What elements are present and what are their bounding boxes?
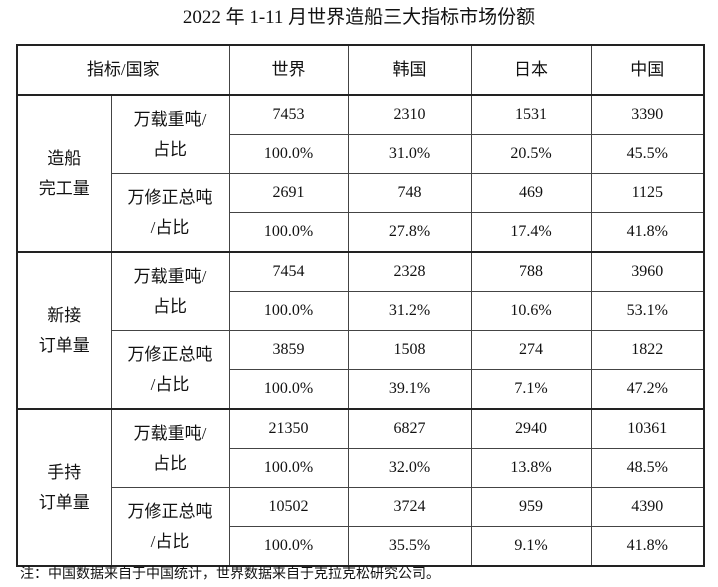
data-row: 手持 订单量 万载重吨/ 占比 21350 6827 2940 10361 — [16, 408, 705, 567]
value-cell: 274 — [470, 330, 592, 370]
item-label: 万载重吨/ 占比 — [110, 94, 230, 174]
value-cell: 41.8% — [590, 212, 705, 253]
value-cell: 100.0% — [228, 448, 349, 488]
value-cell: 3390 — [590, 94, 705, 135]
value-cell: 10361 — [590, 408, 705, 449]
group-label: 造船 完工量 — [16, 94, 112, 253]
value-cell: 100.0% — [228, 134, 349, 174]
value-cell: 1822 — [590, 330, 705, 370]
value-cell: 20.5% — [470, 134, 592, 174]
item-label: 万修正总吨 /占比 — [110, 173, 230, 253]
header-cell: 指标/国家 — [16, 44, 230, 96]
value-cell: 13.8% — [470, 448, 592, 488]
value-cell: 100.0% — [228, 369, 349, 410]
value-cell: 10502 — [228, 487, 349, 527]
data-row: 万修正总吨 /占比 2691 748 469 1125 — [17, 173, 705, 253]
data-row: 100.0% 39.1% 7.1% 47.2% — [17, 369, 705, 410]
item-label: 万修正总吨 /占比 — [110, 330, 230, 410]
value-cell: 10.6% — [470, 291, 592, 331]
data-row: 万修正总吨 /占比 3859 1508 274 1822 — [17, 330, 705, 410]
value-cell: 100.0% — [228, 526, 349, 567]
value-cell: 31.0% — [347, 134, 472, 174]
value-cell: 7454 — [228, 251, 349, 292]
value-cell: 100.0% — [228, 212, 349, 253]
value-cell: 7.1% — [470, 369, 592, 410]
group-label: 手持 订单量 — [16, 408, 112, 567]
value-cell: 6827 — [347, 408, 472, 449]
value-cell: 7453 — [228, 94, 349, 135]
value-cell: 39.1% — [347, 369, 472, 410]
item-label: 万修正总吨 /占比 — [110, 487, 230, 567]
value-cell: 41.8% — [590, 526, 705, 567]
data-row: 新接 订单量 万载重吨/ 占比 7454 2328 788 3960 — [16, 251, 705, 410]
value-cell: 959 — [470, 487, 592, 527]
group-label: 新接 订单量 — [16, 251, 112, 410]
value-cell: 47.2% — [590, 369, 705, 410]
header-cell: 日本 — [470, 44, 592, 96]
value-cell: 3859 — [228, 330, 349, 370]
value-cell: 3724 — [347, 487, 472, 527]
value-cell: 469 — [470, 173, 592, 213]
value-cell: 1531 — [470, 94, 592, 135]
item-label: 万载重吨/ 占比 — [110, 408, 230, 488]
data-row: 造船 完工量 万载重吨/ 占比 7453 2310 1531 3390 — [16, 94, 705, 253]
value-cell: 45.5% — [590, 134, 705, 174]
header-cell: 中国 — [590, 44, 705, 96]
value-cell: 748 — [347, 173, 472, 213]
header-cell: 韩国 — [347, 44, 472, 96]
item-label: 万载重吨/ 占比 — [110, 251, 230, 331]
footnote: 注：中国数据来自于中国统计，世界数据来自于克拉克松研究公司。 — [20, 567, 440, 582]
value-cell: 2310 — [347, 94, 472, 135]
title: 2022 年 1-11 月世界造船三大指标市场份额 — [182, 7, 536, 28]
value-cell: 35.5% — [347, 526, 472, 567]
data-table: 指标/国家 世界 韩国 日本 中国 造船 完工量 万载重吨/ 占比 7453 2310 1531 3… — [16, 44, 706, 567]
value-cell: 3960 — [590, 251, 705, 292]
data-row: 100.0% 32.0% 13.8% 48.5% — [17, 448, 705, 488]
value-cell: 2691 — [228, 173, 349, 213]
value-cell: 31.2% — [347, 291, 472, 331]
data-row: 100.0% 27.8% 17.4% 41.8% — [17, 212, 705, 253]
header-cell: 世界 — [228, 44, 349, 96]
value-cell: 2940 — [470, 408, 592, 449]
data-row: 万修正总吨 /占比 10502 3724 959 4390 — [17, 487, 705, 567]
data-row: 100.0% 31.0% 20.5% 45.5% — [17, 134, 705, 174]
value-cell: 17.4% — [470, 212, 592, 253]
value-cell: 53.1% — [590, 291, 705, 331]
value-cell: 4390 — [590, 487, 705, 527]
value-cell: 27.8% — [347, 212, 472, 253]
table-body: 指标/国家 世界 韩国 日本 中国 造船 完工量 万载重吨/ 占比 7453 2310 1531 3… — [16, 44, 705, 567]
header-row: 指标/国家 世界 韩国 日本 中国 — [16, 44, 705, 96]
value-cell: 9.1% — [470, 526, 592, 567]
value-cell: 48.5% — [590, 448, 705, 488]
data-row: 100.0% 31.2% 10.6% 53.1% — [17, 291, 705, 331]
value-cell: 21350 — [228, 408, 349, 449]
value-cell: 32.0% — [347, 448, 472, 488]
value-cell: 100.0% — [228, 291, 349, 331]
value-cell: 1125 — [590, 173, 705, 213]
data-row: 100.0% 35.5% 9.1% 41.8% — [17, 526, 705, 567]
value-cell: 1508 — [347, 330, 472, 370]
value-cell: 788 — [470, 251, 592, 292]
value-cell: 2328 — [347, 251, 472, 292]
